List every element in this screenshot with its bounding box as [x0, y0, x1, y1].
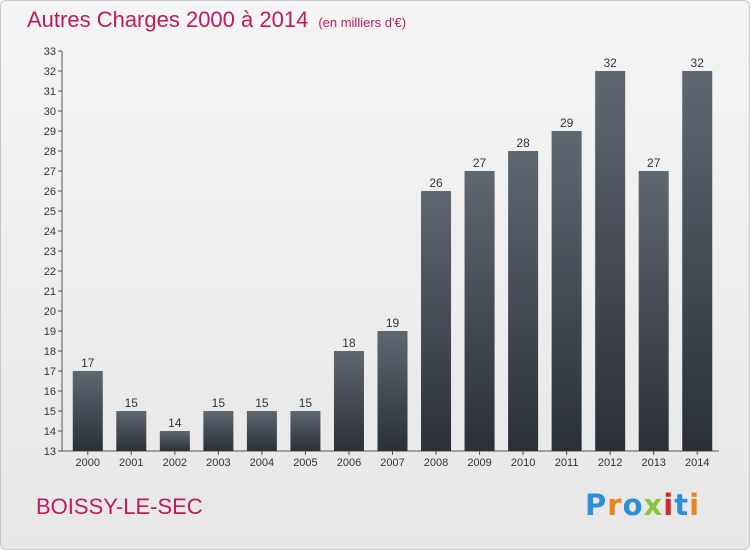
value-label-2001: 15: [125, 396, 139, 410]
y-tick-label: 29: [44, 126, 56, 138]
bar-2007: [377, 331, 408, 451]
value-label-2005: 15: [299, 396, 313, 410]
x-tick-label-2002: 2002: [163, 457, 187, 469]
bar-2005: [290, 411, 321, 451]
y-tick-label: 23: [44, 246, 56, 258]
value-label-2002: 14: [168, 416, 182, 430]
value-label-2006: 18: [342, 336, 356, 350]
value-label-2000: 17: [81, 356, 95, 370]
chart-unit: (en milliers d'€): [318, 15, 407, 30]
y-tick-label: 13: [44, 446, 56, 458]
logo-letter: o: [622, 488, 644, 522]
bar-2004: [246, 411, 277, 451]
value-label-2010: 28: [516, 136, 530, 150]
x-tick-label-2010: 2010: [511, 457, 535, 469]
chart-title-text: Autres Charges 2000 à 2014: [27, 7, 309, 32]
x-tick-label-2003: 2003: [206, 457, 230, 469]
bar-2008: [421, 191, 452, 451]
bar-2013: [638, 171, 669, 451]
y-tick-label: 28: [44, 146, 56, 158]
x-tick-label-2008: 2008: [424, 457, 448, 469]
y-tick-label: 31: [44, 86, 56, 98]
bar-2006: [333, 351, 364, 451]
y-tick-label: 16: [44, 386, 56, 398]
value-label-2004: 15: [255, 396, 269, 410]
value-label-2011: 29: [560, 116, 574, 130]
y-tick-label: 27: [44, 166, 56, 178]
y-tick-label: 17: [44, 366, 56, 378]
chart-title: Autres Charges 2000 à 2014 (en milliers d…: [27, 7, 406, 33]
y-tick-label: 20: [44, 306, 56, 318]
logo-letter: P: [585, 488, 608, 522]
bar-2014: [682, 71, 713, 451]
y-tick-label: 32: [44, 66, 56, 78]
y-tick-label: 19: [44, 326, 56, 338]
bar-2010: [508, 151, 539, 451]
x-tick-label-2012: 2012: [598, 457, 622, 469]
x-tick-label-2009: 2009: [467, 457, 491, 469]
value-label-2003: 15: [212, 396, 226, 410]
x-tick-label-2014: 2014: [685, 457, 709, 469]
x-tick-label-2004: 2004: [250, 457, 274, 469]
x-tick-label-2013: 2013: [641, 457, 665, 469]
x-tick-label-2000: 2000: [76, 457, 100, 469]
value-label-2007: 19: [386, 316, 400, 330]
y-tick-label: 14: [44, 426, 56, 438]
city-name: BOISSY-LE-SEC: [36, 494, 203, 519]
bar-2002: [159, 431, 190, 451]
x-tick-label-2007: 2007: [380, 457, 404, 469]
logo-letter: r: [607, 488, 623, 522]
y-tick-label: 25: [44, 206, 56, 218]
x-tick-label-2001: 2001: [119, 457, 143, 469]
y-tick-label: 18: [44, 346, 56, 358]
logo-letter: i: [663, 488, 675, 522]
y-tick-label: 30: [44, 106, 56, 118]
y-tick-label: 24: [44, 226, 56, 238]
value-label-2012: 32: [603, 56, 617, 70]
value-label-2014: 32: [691, 56, 705, 70]
value-label-2008: 26: [429, 176, 443, 190]
bar-2012: [595, 71, 626, 451]
bar-2011: [551, 131, 582, 451]
value-label-2013: 27: [647, 156, 661, 170]
logo-letter: t: [674, 488, 690, 522]
y-tick-label: 33: [44, 46, 56, 58]
x-tick-label-2006: 2006: [337, 457, 361, 469]
logo-letter: i: [689, 488, 701, 522]
value-label-2009: 27: [473, 156, 487, 170]
x-tick-label-2005: 2005: [293, 457, 317, 469]
y-tick-label: 26: [44, 186, 56, 198]
bar-2001: [116, 411, 147, 451]
logo-letter: x: [643, 488, 664, 522]
bar-2009: [464, 171, 495, 451]
y-tick-label: 15: [44, 406, 56, 418]
y-tick-label: 22: [44, 266, 56, 278]
bar-2003: [203, 411, 234, 451]
y-tick-label: 21: [44, 286, 56, 298]
bar-2000: [72, 371, 103, 451]
x-tick-label-2011: 2011: [555, 457, 579, 469]
proxiti-logo[interactable]: Proxiti: [585, 488, 700, 522]
